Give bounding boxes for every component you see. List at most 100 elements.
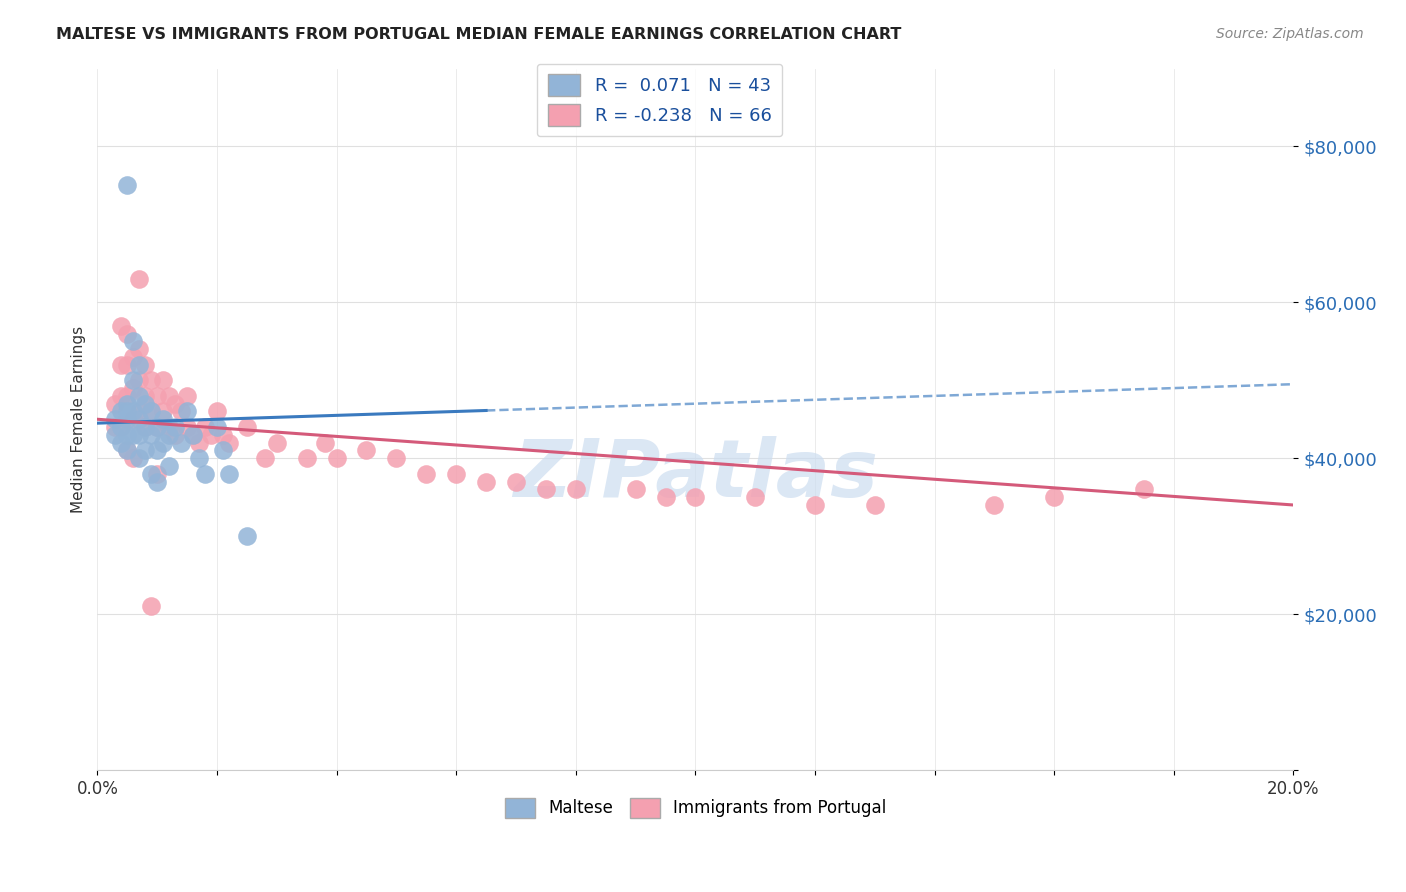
Point	[157, 420, 180, 434]
Point	[744, 490, 766, 504]
Point	[146, 420, 169, 434]
Point	[134, 420, 156, 434]
Point	[152, 373, 174, 387]
Point	[188, 451, 211, 466]
Point	[122, 404, 145, 418]
Point	[176, 404, 198, 418]
Point	[110, 420, 132, 434]
Point	[212, 443, 235, 458]
Point	[122, 427, 145, 442]
Point	[117, 443, 139, 458]
Point	[134, 358, 156, 372]
Point	[104, 397, 127, 411]
Point	[236, 420, 259, 434]
Point	[983, 498, 1005, 512]
Point	[1133, 483, 1156, 497]
Point	[122, 350, 145, 364]
Point	[104, 427, 127, 442]
Point	[194, 467, 217, 481]
Point	[128, 412, 150, 426]
Point	[141, 373, 163, 387]
Point	[122, 412, 145, 426]
Point	[188, 435, 211, 450]
Point	[218, 435, 240, 450]
Point	[1043, 490, 1066, 504]
Point	[212, 427, 235, 442]
Point	[165, 420, 187, 434]
Point	[117, 412, 139, 426]
Point	[122, 334, 145, 349]
Text: Source: ZipAtlas.com: Source: ZipAtlas.com	[1216, 27, 1364, 41]
Text: MALTESE VS IMMIGRANTS FROM PORTUGAL MEDIAN FEMALE EARNINGS CORRELATION CHART: MALTESE VS IMMIGRANTS FROM PORTUGAL MEDI…	[56, 27, 901, 42]
Point	[415, 467, 437, 481]
Point	[181, 427, 204, 442]
Point	[134, 397, 156, 411]
Point	[110, 435, 132, 450]
Point	[194, 420, 217, 434]
Point	[236, 529, 259, 543]
Point	[218, 467, 240, 481]
Point	[117, 404, 139, 418]
Point	[205, 404, 228, 418]
Point	[444, 467, 467, 481]
Point	[152, 412, 174, 426]
Point	[117, 326, 139, 341]
Point	[146, 467, 169, 481]
Point	[266, 435, 288, 450]
Point	[117, 178, 139, 193]
Legend: Maltese, Immigrants from Portugal: Maltese, Immigrants from Portugal	[498, 791, 893, 825]
Point	[146, 475, 169, 489]
Point	[165, 427, 187, 442]
Point	[141, 427, 163, 442]
Point	[157, 389, 180, 403]
Point	[128, 389, 150, 403]
Point	[654, 490, 676, 504]
Point	[128, 358, 150, 372]
Point	[475, 475, 498, 489]
Point	[146, 389, 169, 403]
Point	[863, 498, 886, 512]
Point	[128, 272, 150, 286]
Point	[117, 427, 139, 442]
Point	[128, 451, 150, 466]
Point	[314, 435, 336, 450]
Point	[117, 358, 139, 372]
Point	[117, 397, 139, 411]
Point	[253, 451, 276, 466]
Point	[128, 342, 150, 356]
Point	[624, 483, 647, 497]
Point	[104, 412, 127, 426]
Y-axis label: Median Female Earnings: Median Female Earnings	[72, 326, 86, 513]
Point	[128, 404, 150, 418]
Point	[152, 435, 174, 450]
Point	[325, 451, 347, 466]
Point	[134, 443, 156, 458]
Point	[122, 381, 145, 395]
Point	[141, 404, 163, 418]
Point	[110, 404, 132, 418]
Point	[205, 420, 228, 434]
Point	[176, 389, 198, 403]
Point	[128, 427, 150, 442]
Point	[685, 490, 707, 504]
Point	[534, 483, 557, 497]
Point	[385, 451, 408, 466]
Point	[122, 373, 145, 387]
Point	[181, 427, 204, 442]
Point	[134, 389, 156, 403]
Point	[565, 483, 588, 497]
Point	[141, 599, 163, 614]
Point	[804, 498, 827, 512]
Point	[146, 420, 169, 434]
Point	[128, 373, 150, 387]
Point	[110, 389, 132, 403]
Point	[117, 443, 139, 458]
Point	[157, 427, 180, 442]
Point	[200, 427, 222, 442]
Point	[117, 389, 139, 403]
Point	[165, 397, 187, 411]
Point	[157, 458, 180, 473]
Point	[141, 404, 163, 418]
Point	[176, 420, 198, 434]
Text: ZIPatlas: ZIPatlas	[513, 436, 877, 515]
